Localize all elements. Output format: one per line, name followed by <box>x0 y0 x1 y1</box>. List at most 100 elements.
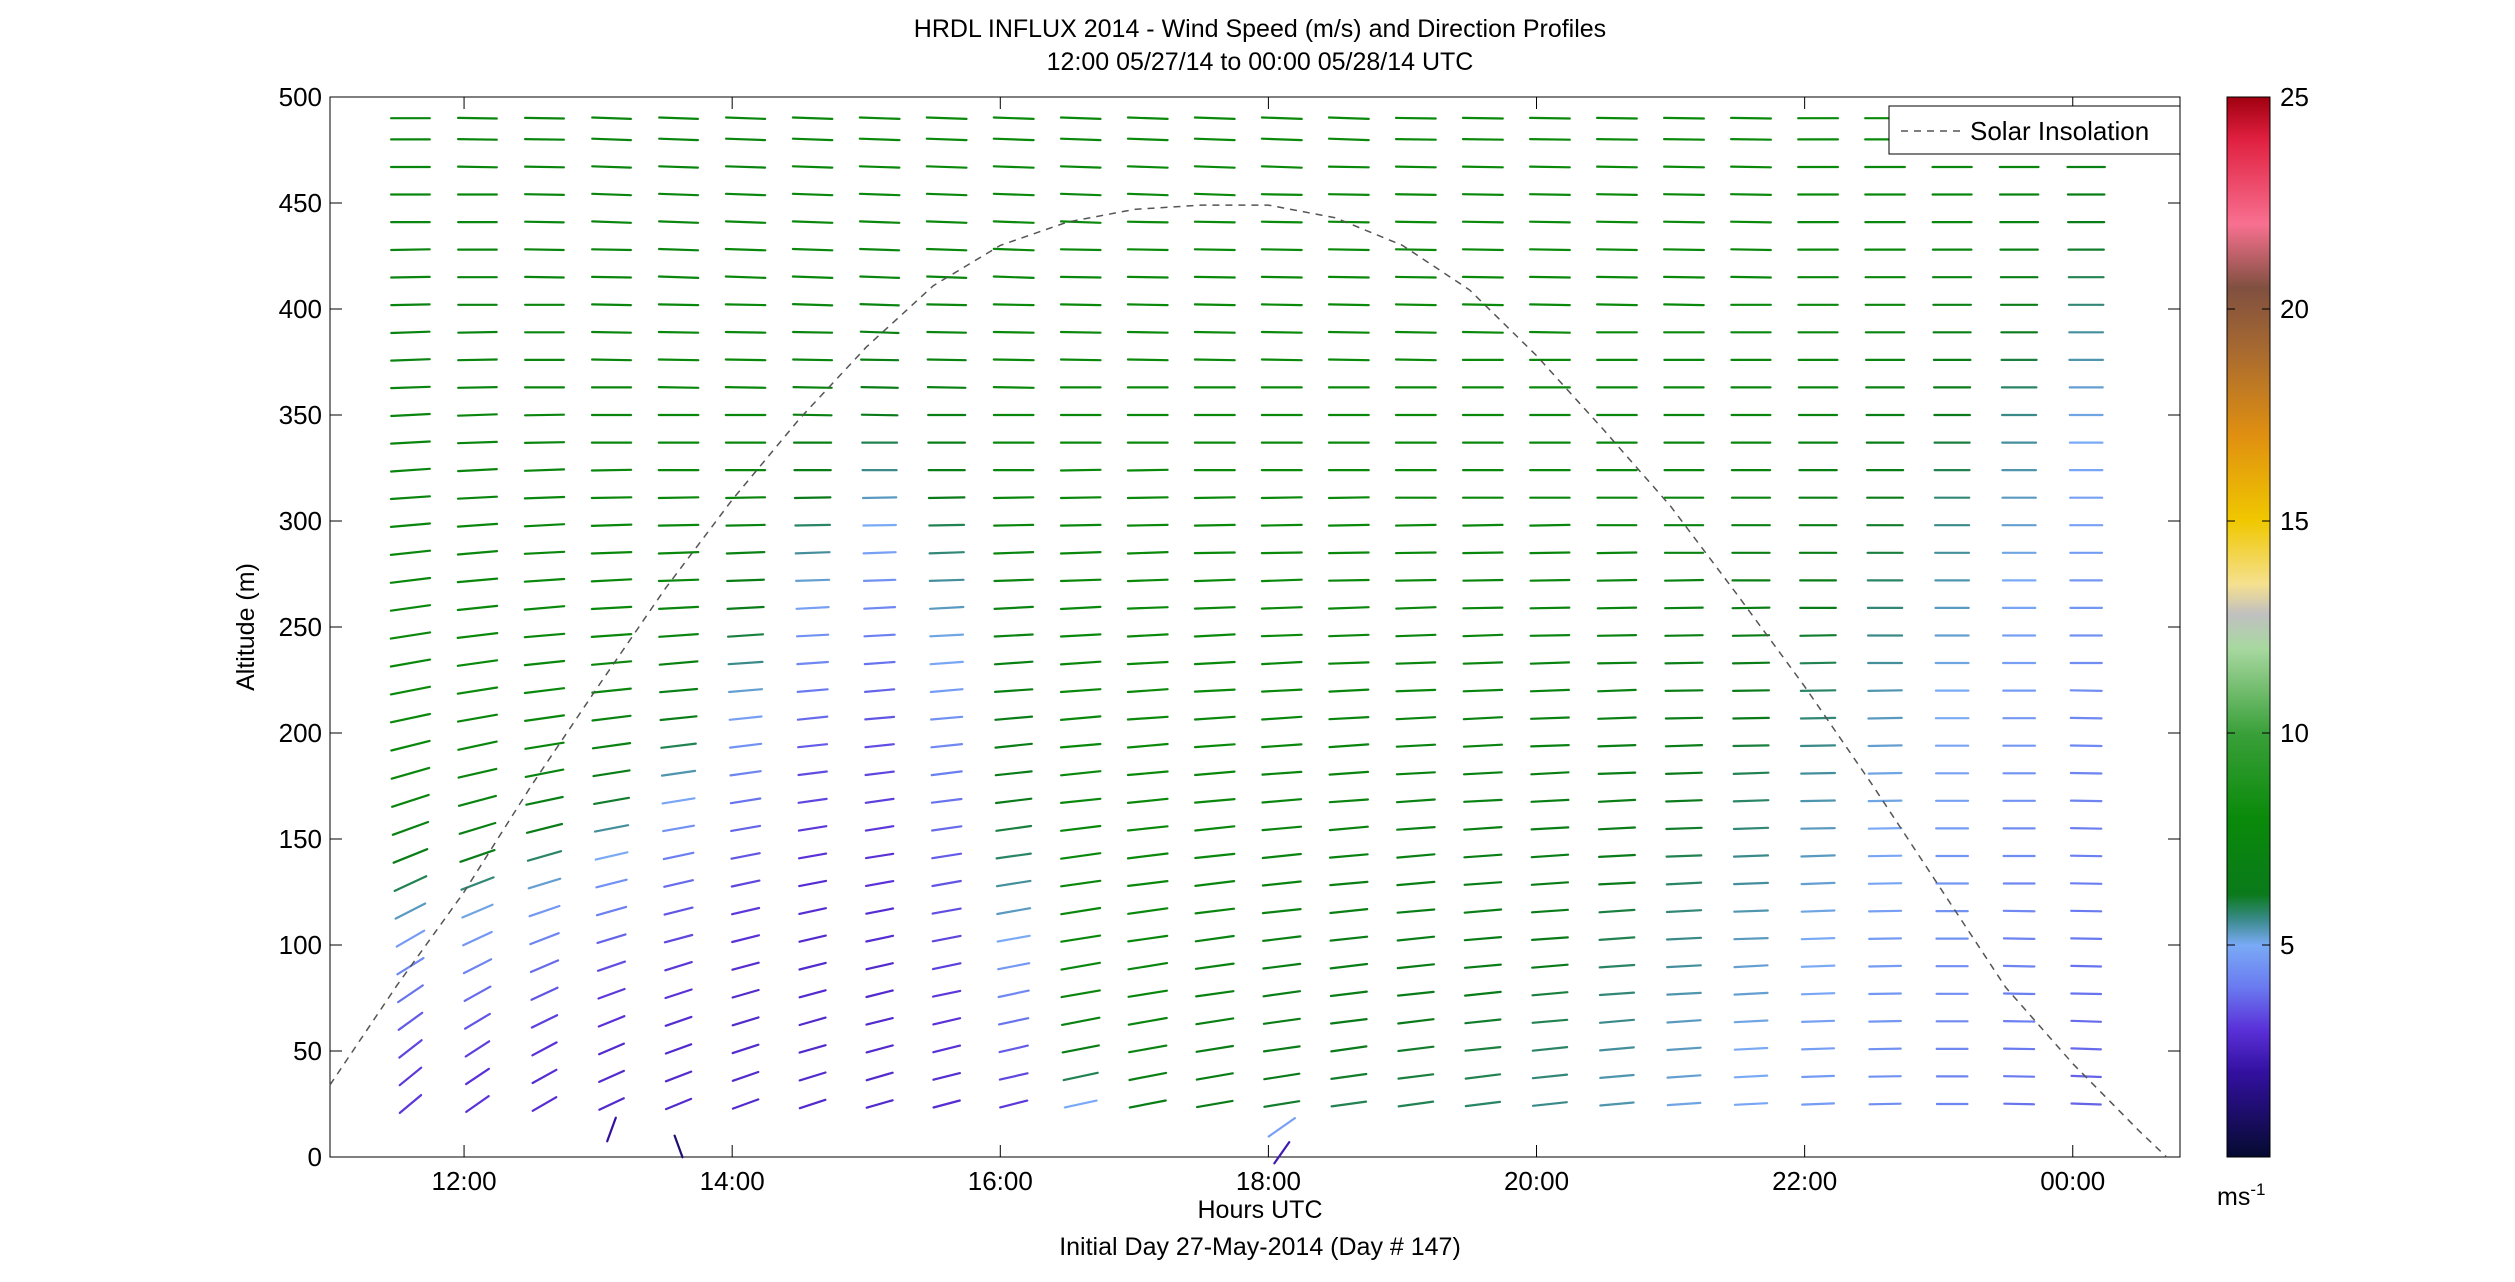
wind-barb <box>1528 330 1571 334</box>
wind-barb <box>794 551 831 555</box>
wind-barb <box>1193 715 1236 721</box>
wind-barb <box>862 551 897 555</box>
wind-barb <box>1800 909 1836 913</box>
colorbar-tick-label: 5 <box>2280 930 2294 960</box>
wind-barb <box>462 930 493 947</box>
wind-barb <box>2003 1102 2036 1106</box>
wind-barb <box>525 822 564 834</box>
wind-barb <box>724 137 767 142</box>
wind-barb <box>1127 879 1169 888</box>
wind-barb <box>1799 634 1837 637</box>
wind-barb <box>394 902 427 920</box>
wind-barb <box>1599 1073 1635 1080</box>
wind-barb <box>1732 716 1770 720</box>
wind-barb <box>1729 165 1773 169</box>
wind-barb <box>1598 963 1636 969</box>
wind-barb <box>1262 962 1302 970</box>
wind-barb <box>465 1067 490 1086</box>
wind-barb <box>1596 606 1638 610</box>
wind-barb <box>1329 962 1369 970</box>
wind-barb <box>1195 1044 1235 1053</box>
wind-barb <box>1733 991 1769 996</box>
y-tick-label: 500 <box>279 82 322 112</box>
wind-barb <box>1529 633 1571 637</box>
wind-barb <box>1059 688 1102 694</box>
wind-barb <box>1800 992 1836 996</box>
wind-barb <box>1662 116 1706 120</box>
wind-barb <box>457 116 498 120</box>
wind-barb <box>1664 661 1704 665</box>
wind-barb <box>1262 1045 1301 1053</box>
wind-barb <box>1329 1017 1368 1025</box>
wind-barb <box>1729 116 1773 120</box>
wind-barb <box>1528 138 1571 141</box>
wind-barb <box>457 138 498 141</box>
wind-barb <box>858 165 901 169</box>
wind-barb <box>930 797 963 804</box>
wind-barb <box>1531 1018 1569 1024</box>
wind-barb <box>591 714 632 722</box>
wind-barb <box>996 934 1031 943</box>
wind-barb <box>1127 934 1169 943</box>
wind-barb <box>1126 116 1169 121</box>
wind-barb <box>1595 220 1638 224</box>
wind-barb <box>727 688 764 694</box>
wind-barb <box>1732 881 1770 886</box>
wind-barb <box>795 633 830 638</box>
wind-barb <box>1328 770 1370 776</box>
wind-barb <box>658 660 699 666</box>
wind-barb <box>1597 771 1637 776</box>
wind-barb <box>1732 799 1770 803</box>
wind-barb <box>1194 879 1236 888</box>
wind-barb <box>724 220 767 224</box>
wind-barb <box>1126 220 1169 224</box>
wind-barb <box>1327 496 1370 500</box>
wind-barb <box>798 1098 827 1110</box>
wind-barb <box>1395 633 1437 638</box>
wind-barb <box>1395 661 1437 665</box>
wind-barb <box>1193 578 1236 583</box>
wind-barb <box>1394 523 1437 527</box>
colorbar-scale <box>2226 96 2271 1158</box>
wind-barb <box>1059 578 1102 583</box>
wind-barb <box>932 1099 961 1109</box>
colorbar-unit: ms-1 <box>2217 1180 2265 1211</box>
wind-barb <box>1394 165 1437 169</box>
wind-barb <box>523 413 566 417</box>
wind-barb <box>598 1069 626 1084</box>
wind-barb <box>1464 1100 1502 1108</box>
wind-barb <box>992 137 1035 142</box>
wind-barb <box>1595 193 1638 196</box>
x-axis-label: Hours UTC <box>1197 1196 1322 1224</box>
x-tick-label: 16:00 <box>968 1166 1033 1196</box>
colorbar-tick-label: 25 <box>2280 82 2309 112</box>
wind-barb <box>664 988 693 1000</box>
wind-barb <box>863 688 896 694</box>
wind-barb <box>927 496 966 500</box>
wind-barb <box>1530 743 1570 748</box>
wind-barb <box>1801 1102 1836 1106</box>
wind-barb <box>658 632 699 638</box>
wind-barb <box>1059 165 1102 169</box>
wind-barb <box>2069 716 2103 720</box>
wind-barb <box>1328 715 1370 721</box>
wind-barb <box>724 303 767 307</box>
wind-barb <box>1528 165 1571 169</box>
wind-barb <box>998 1072 1029 1081</box>
wind-barb <box>1665 936 1703 941</box>
wind-barb <box>1664 634 1704 637</box>
wind-barb <box>926 358 967 362</box>
wind-barb <box>791 137 834 142</box>
wind-barb <box>1463 798 1503 803</box>
wind-barb <box>1329 880 1369 887</box>
wind-barb <box>397 1011 424 1031</box>
wind-barb <box>1666 1101 1702 1107</box>
wind-barb <box>664 960 693 972</box>
wind-barb <box>798 934 827 943</box>
wind-barb <box>2002 1047 2036 1051</box>
wind-barb <box>1261 770 1303 776</box>
wind-barb <box>1598 991 1636 997</box>
wind-barb <box>1597 743 1637 748</box>
wind-barb <box>1597 716 1637 720</box>
wind-barb <box>1059 496 1102 500</box>
